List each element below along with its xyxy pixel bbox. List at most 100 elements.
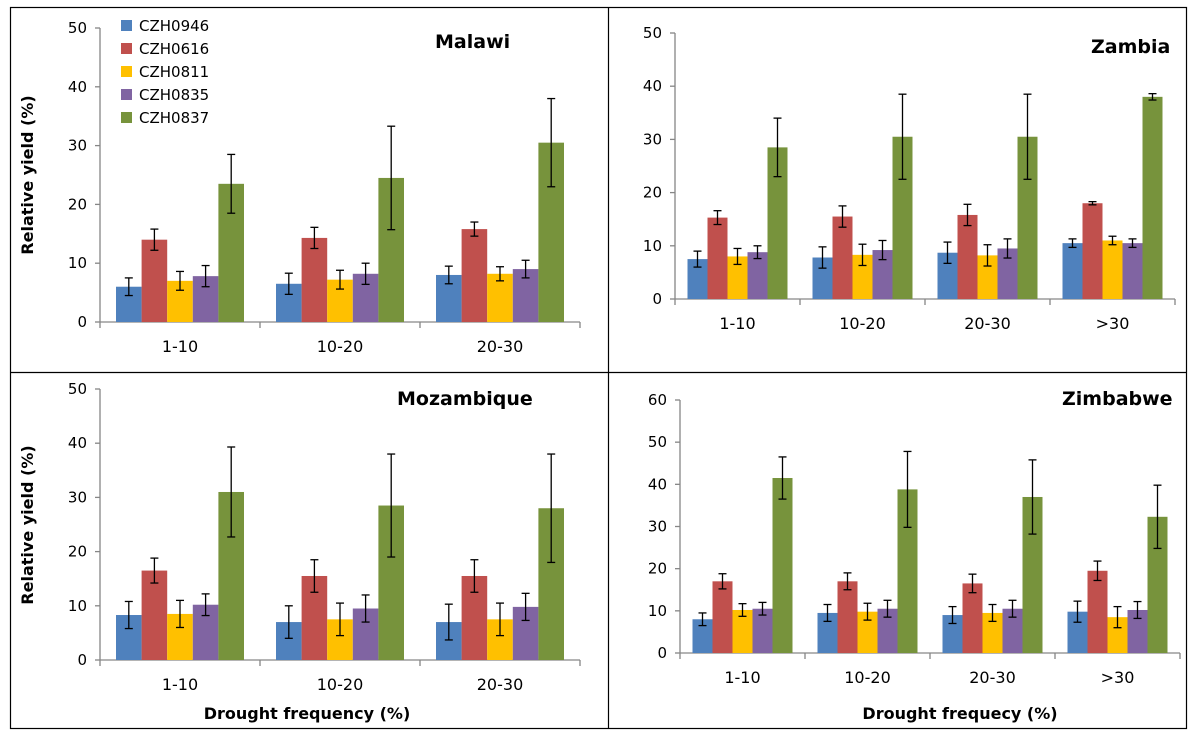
bar-CZH0837-20-30 — [1017, 136, 1038, 299]
bar-CZH0811-1-10 — [732, 609, 753, 653]
legend-swatch-CZH0837 — [121, 112, 132, 123]
bar-CZH0616-20-30 — [962, 583, 983, 653]
y-tick-label: 0 — [652, 290, 662, 308]
bar-CZH0811-10-20 — [857, 611, 878, 653]
legend-swatch-CZH0811 — [121, 66, 132, 77]
y-tick-label: 20 — [648, 560, 667, 578]
bar-CZH0811-10-20 — [852, 254, 873, 299]
bar-CZH0946-20-30 — [942, 615, 963, 653]
bar-CZH0811-20-30 — [977, 255, 998, 299]
y-tick-label: 50 — [68, 19, 87, 37]
bar-CZH0616-1-10 — [141, 570, 168, 660]
x-tick-label: >30 — [1101, 668, 1135, 687]
bar-CZH0837-20-30 — [1022, 496, 1043, 653]
x-tick-label: 20-30 — [969, 668, 1016, 687]
chart-title: Mozambique — [397, 388, 533, 410]
y-tick-label: 40 — [643, 77, 662, 95]
x-tick-label: 20-30 — [477, 675, 524, 694]
bar-CZH0616-1-10 — [141, 239, 168, 322]
y-tick-label: 30 — [68, 137, 87, 155]
y-tick-label: 40 — [68, 78, 87, 96]
y-tick-label: 0 — [657, 644, 667, 662]
y-tick-label: 0 — [77, 313, 87, 331]
chart-panel-1: 0 10 20 30 40 50 1-10 10-20 20-30 >30 Zambia — [643, 24, 1176, 333]
bar-CZH0835-10-20 — [877, 608, 898, 653]
bar-CZH0837-10-20 — [897, 489, 918, 653]
y-axis-label: Relative yield (%) — [18, 95, 37, 254]
chart-title: Zimbabwe — [1062, 388, 1173, 410]
legend-label-CZH0837: CZH0837 — [139, 109, 209, 127]
y-tick-label: 40 — [648, 475, 667, 493]
bar-CZH0616-20-30 — [957, 214, 978, 299]
bar-CZH0811-20-30 — [982, 612, 1003, 653]
y-tick-label: 0 — [77, 651, 87, 669]
bar-CZH0811->30 — [1102, 240, 1123, 299]
y-tick-label: 10 — [648, 602, 667, 620]
y-axis-label: Relative yield (%) — [18, 445, 37, 604]
bar-CZH0835-1-10 — [752, 608, 773, 653]
y-tick-label: 20 — [68, 195, 87, 213]
bar-CZH0835-20-30 — [1002, 608, 1023, 653]
bar-CZH0616->30 — [1082, 203, 1103, 299]
y-tick-label: 40 — [68, 434, 87, 452]
chart-panel-3: 0 10 20 30 40 50 60 1-10 10-20 20-30 >30 Zimbabwe Dr… — [648, 388, 1181, 723]
y-tick-label: 60 — [648, 391, 667, 409]
y-tick-label: 20 — [643, 184, 662, 202]
bar-CZH0835->30 — [1127, 609, 1148, 653]
bar-CZH0946->30 — [1067, 611, 1088, 653]
bar-CZH0946-10-20 — [812, 257, 833, 299]
bar-CZH0946->30 — [1062, 243, 1083, 299]
bar-CZH0616-10-20 — [837, 581, 858, 653]
x-tick-label: 10-20 — [317, 337, 364, 356]
bar-CZH0946-10-20 — [817, 612, 838, 653]
y-tick-label: 50 — [68, 380, 87, 398]
legend-label-CZH0616: CZH0616 — [139, 40, 209, 58]
bar-CZH0616-20-30 — [461, 229, 488, 322]
legend-label-CZH0811: CZH0811 — [139, 63, 209, 81]
x-tick-label: 20-30 — [964, 314, 1011, 333]
bar-CZH0811->30 — [1107, 617, 1128, 653]
bar-CZH0946-20-30 — [937, 252, 958, 299]
figure-border — [9, 6, 1188, 730]
bar-CZH0837-10-20 — [892, 136, 913, 299]
bar-CZH0837-1-10 — [772, 478, 793, 653]
bar-CZH0835-1-10 — [747, 252, 768, 299]
y-tick-label: 50 — [648, 433, 667, 451]
legend-label-CZH0835: CZH0835 — [139, 86, 209, 104]
legend: CZH0946 CZH0616 CZH0811 CZH0835 CZH0837 — [121, 17, 209, 127]
legend-swatch-CZH0835 — [121, 89, 132, 100]
y-tick-label: 10 — [68, 597, 87, 615]
x-tick-label: 20-30 — [477, 337, 524, 356]
legend-label-CZH0946: CZH0946 — [139, 17, 209, 35]
bar-CZH0835-20-30 — [997, 248, 1018, 299]
y-tick-label: 30 — [648, 518, 667, 536]
bar-CZH0616-1-10 — [712, 581, 733, 653]
y-tick-label: 20 — [68, 543, 87, 561]
bar-CZH0616-10-20 — [832, 216, 853, 299]
chart-panel-0: 0 10 20 30 40 50 1-10 10-20 20-30 Malawi Relative … — [18, 19, 581, 356]
bar-CZH0835-10-20 — [872, 250, 893, 299]
y-tick-label: 30 — [68, 488, 87, 506]
chart-title: Malawi — [435, 31, 510, 53]
x-tick-label: 1-10 — [162, 337, 198, 356]
bar-CZH0616->30 — [1087, 570, 1108, 653]
x-tick-label: 10-20 — [844, 668, 891, 687]
bar-CZH0616-1-10 — [707, 217, 728, 299]
bar-CZH0835->30 — [1122, 243, 1143, 299]
bar-CZH0811-1-10 — [727, 256, 748, 299]
bar-CZH0616-10-20 — [301, 237, 328, 322]
bar-CZH0946-1-10 — [692, 619, 713, 653]
x-tick-label: 1-10 — [719, 314, 755, 333]
chart-panel-2: 0 10 20 30 40 50 1-10 10-20 20-30 Mozambique Relat… — [18, 380, 581, 723]
y-tick-label: 50 — [643, 24, 662, 42]
bar-CZH0811-20-30 — [487, 273, 513, 322]
x-tick-label: 10-20 — [839, 314, 886, 333]
legend-swatch-CZH0946 — [121, 20, 132, 31]
chart-title: Zambia — [1091, 36, 1170, 58]
bar-CZH0837-1-10 — [767, 147, 788, 299]
legend-swatch-CZH0616 — [121, 43, 132, 54]
y-tick-label: 30 — [643, 130, 662, 148]
bar-CZH0837->30 — [1147, 516, 1168, 653]
x-axis-label: Drought frequency (%) — [204, 704, 411, 723]
